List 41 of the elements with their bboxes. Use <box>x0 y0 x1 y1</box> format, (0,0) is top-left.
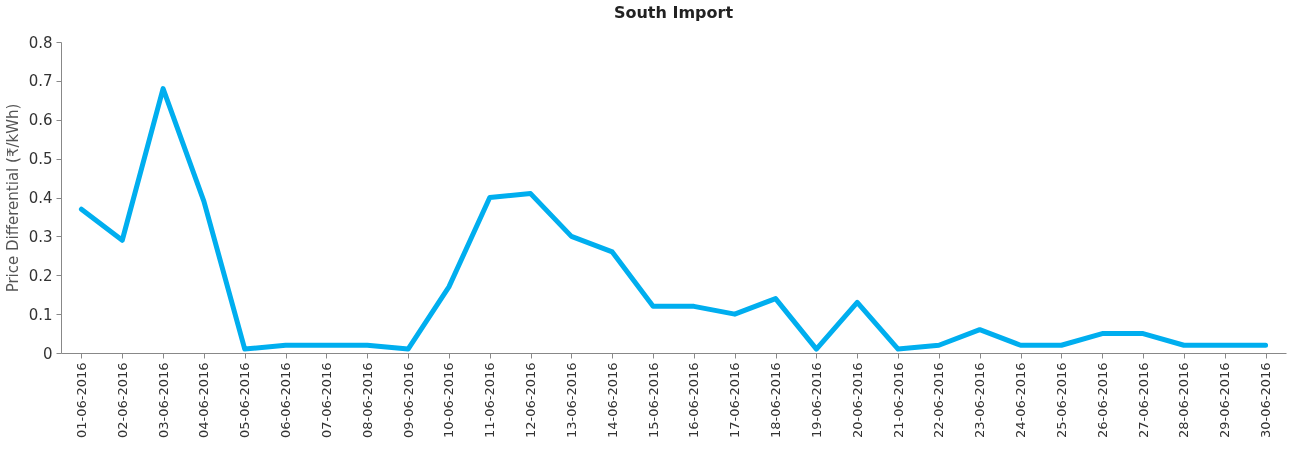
x-tick-label: 02-06-2016 <box>114 362 130 439</box>
y-tick-label: 0.2 <box>28 266 53 285</box>
x-tick-label: 03-06-2016 <box>155 362 171 439</box>
x-tick-label: 22-06-2016 <box>931 362 947 439</box>
y-tick-label: 0.5 <box>28 150 53 169</box>
x-tick-label: 17-06-2016 <box>727 362 743 439</box>
x-tick-label: 24-06-2016 <box>1013 362 1029 439</box>
y-tick-label: 0.4 <box>28 189 53 207</box>
x-tick-label: 18-06-2016 <box>768 362 784 439</box>
x-tick-label: 04-06-2016 <box>196 362 212 439</box>
x-tick-label: 19-06-2016 <box>808 362 824 439</box>
y-tick-label: 0 <box>42 344 53 363</box>
x-tick-label: 27-06-2016 <box>1135 362 1151 439</box>
x-tick-label: 09-06-2016 <box>400 362 416 439</box>
y-tick-label: 0.6 <box>28 111 53 130</box>
x-tick-label: 20-06-2016 <box>849 362 865 439</box>
x-tick-label: 29-06-2016 <box>1217 362 1233 439</box>
x-tick-label: 26-06-2016 <box>1094 362 1110 439</box>
x-tick-label: 11-06-2016 <box>482 362 498 439</box>
x-tick-label: 16-06-2016 <box>686 362 702 439</box>
x-tick-label: 01-06-2016 <box>73 362 89 439</box>
x-tick-label: 15-06-2016 <box>645 362 661 439</box>
chart-title: South Import <box>613 3 734 22</box>
x-tick-label: 12-06-2016 <box>523 362 539 439</box>
x-tick-label: 30-06-2016 <box>1258 362 1274 439</box>
x-tick-label: 08-06-2016 <box>359 362 375 439</box>
x-tick-label: 13-06-2016 <box>563 362 579 439</box>
x-tick-label: 25-06-2016 <box>1053 362 1069 439</box>
x-tick-label: 14-06-2016 <box>604 362 620 439</box>
x-tick-label: 21-06-2016 <box>890 362 906 439</box>
y-tick-label: 0.8 <box>28 33 53 52</box>
y-tick-label: 0.3 <box>28 227 53 246</box>
x-tick-label: 05-06-2016 <box>237 362 253 439</box>
x-tick-label: 28-06-2016 <box>1176 362 1192 439</box>
y-tick-label: 0.7 <box>28 72 53 91</box>
x-tick-label: 23-06-2016 <box>972 362 988 439</box>
x-tick-label: 07-06-2016 <box>318 362 334 439</box>
x-tick-label: 06-06-2016 <box>278 362 294 439</box>
y-axis-title: Price Differential (₹/kWh) <box>3 103 22 293</box>
y-tick-label: 0.1 <box>28 305 53 324</box>
x-tick-label: 10-06-2016 <box>441 362 457 439</box>
